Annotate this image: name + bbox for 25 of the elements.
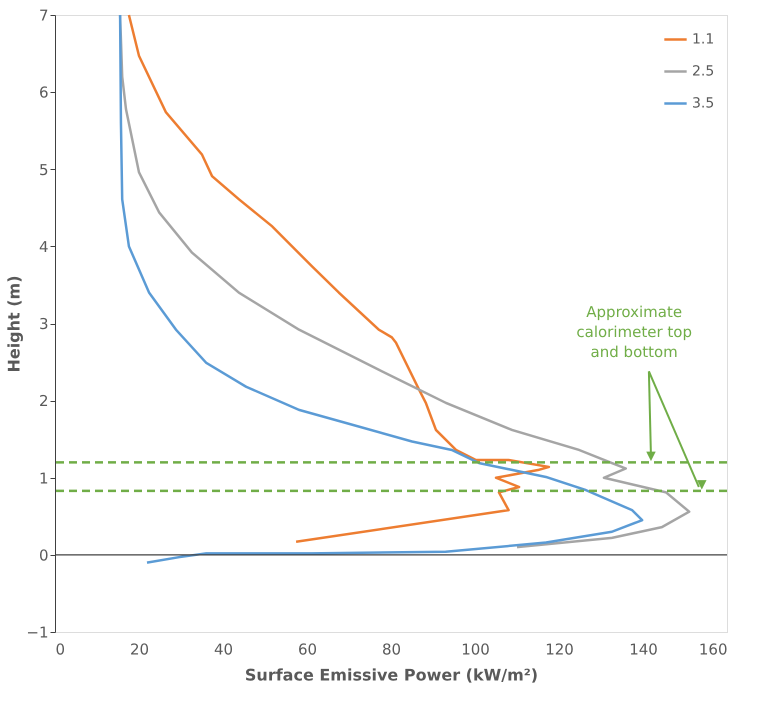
x-tick-label: 140 <box>629 640 658 658</box>
legend-label: 1.1 <box>692 32 714 48</box>
x-tick-label: 40 <box>214 640 234 658</box>
x-tick-label: 160 <box>698 640 728 658</box>
x-tick-label: 20 <box>130 640 150 658</box>
y-tick-label: 5 <box>38 160 48 179</box>
y-tick-label: 1 <box>38 469 48 488</box>
y-axis-title: Height (m) <box>4 275 24 373</box>
y-tick-label: 2 <box>38 392 48 410</box>
x-axis-title: Surface Emissive Power (kW/m²) <box>244 666 538 684</box>
annotation: Approximate calorimeter top and bottom <box>576 302 692 361</box>
legend-label: 3.5 <box>692 96 714 112</box>
y-tick-label: −1 <box>26 624 48 642</box>
y-tick-label: 0 <box>38 546 48 564</box>
legend-label: 2.5 <box>692 64 714 80</box>
y-tick-label: 3 <box>38 315 48 333</box>
line-series <box>128 14 550 544</box>
x-tick-label: 0 <box>56 640 66 658</box>
x-tick-label: 100 <box>461 640 490 658</box>
x-tick-label: 80 <box>382 640 402 658</box>
y-tick-label: 6 <box>38 84 48 102</box>
x-tick-label: 120 <box>545 640 574 658</box>
y-tick-label: 7 <box>38 6 48 24</box>
y-tick-label: 4 <box>38 238 48 256</box>
x-tick-label: 60 <box>298 640 318 658</box>
